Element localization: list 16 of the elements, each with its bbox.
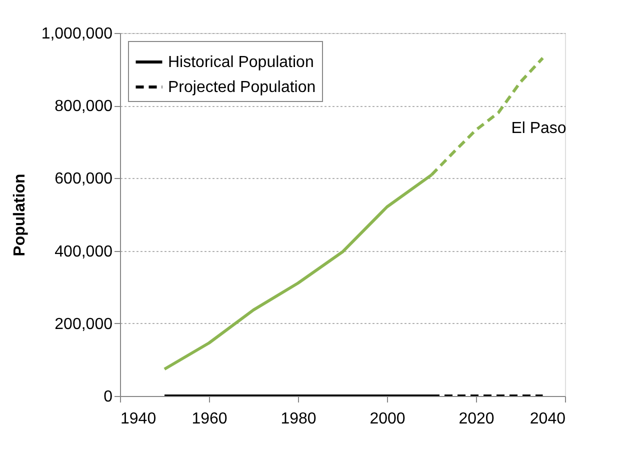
x-tick-label: 1980 <box>280 410 316 428</box>
legend-label: Historical Population <box>168 54 314 71</box>
y-tick-label: 1,000,000 <box>41 26 113 42</box>
annotation: El Paso <box>511 120 566 138</box>
x-tick-label: 1940 <box>120 410 156 428</box>
legend-label: Projected Population <box>168 79 316 96</box>
x-tick-label: 2020 <box>458 410 494 428</box>
y-tick-label: 200,000 <box>54 316 113 333</box>
x-tick-label: 1960 <box>192 410 228 428</box>
y-tick-label: 400,000 <box>54 243 113 260</box>
y-tick-label: 0 <box>104 388 113 406</box>
x-tick-label: 2040 <box>530 410 566 428</box>
y-axis-title: Population <box>11 174 28 256</box>
y-tick-label: 800,000 <box>54 98 113 116</box>
y-tick-label: 600,000 <box>54 170 113 188</box>
x-tick-label: 2000 <box>370 410 406 428</box>
